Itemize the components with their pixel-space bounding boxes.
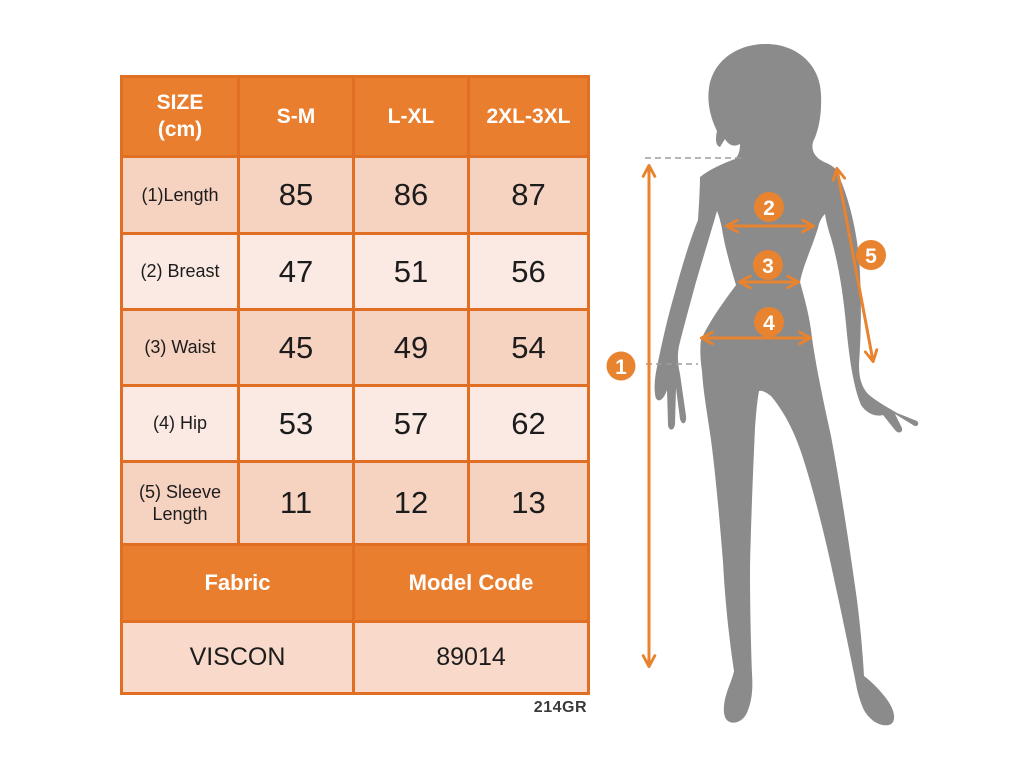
marker-5: 5	[856, 240, 886, 270]
row-label-hip: (4) Hip	[120, 384, 240, 463]
cell-breast-2xl-3xl: 56	[467, 232, 590, 311]
table-row-hip: (4) Hip 53 57 62	[120, 384, 590, 463]
sleeve-arrow	[831, 166, 879, 364]
marker-5-label: 5	[865, 245, 877, 268]
cell-waist-2xl-3xl: 54	[467, 308, 590, 387]
column-header-2xl-3xl: 2XL-3XL	[467, 75, 590, 158]
cell-hip-l-xl: 57	[352, 384, 470, 463]
cell-length-l-xl: 86	[352, 155, 470, 235]
marker-3: 3	[753, 250, 783, 280]
model-code-value: 89014	[352, 620, 590, 695]
cell-sleeve-2xl-3xl: 13	[467, 460, 590, 546]
row-label-breast: (2) Breast	[120, 232, 240, 311]
table-header-row: SIZE (cm) S-M L-XL 2XL-3XL	[120, 75, 590, 158]
model-code-header: Model Code	[352, 543, 590, 623]
column-header-l-xl: L-XL	[352, 75, 470, 158]
marker-2-circle	[754, 192, 784, 222]
row-label-sleeve-length: (5) Sleeve Length	[120, 460, 240, 546]
table-row-sleeve-length: (5) Sleeve Length 11 12 13	[120, 460, 590, 546]
cell-waist-l-xl: 49	[352, 308, 470, 387]
cell-hip-2xl-3xl: 62	[467, 384, 590, 463]
cell-hip-s-m: 53	[237, 384, 355, 463]
cell-waist-s-m: 45	[237, 308, 355, 387]
size-table: SIZE (cm) S-M L-XL 2XL-3XL (1)Length 85 …	[120, 75, 590, 695]
marker-4: 4	[754, 307, 784, 337]
marker-3-circle	[753, 250, 783, 280]
cell-length-2xl-3xl: 87	[467, 155, 590, 235]
cell-length-s-m: 85	[237, 155, 355, 235]
marker-4-label: 4	[763, 312, 775, 335]
row-label-waist: (3) Waist	[120, 308, 240, 387]
column-header-s-m: S-M	[237, 75, 355, 158]
fabric-value: VISCON	[120, 620, 355, 695]
fabric-header: Fabric	[120, 543, 355, 623]
marker-2-label: 2	[763, 197, 775, 220]
size-unit-header: SIZE (cm)	[120, 75, 240, 158]
table-row-breast: (2) Breast 47 51 56	[120, 232, 590, 311]
table-row-length: (1)Length 85 86 87	[120, 155, 590, 235]
cell-sleeve-l-xl: 12	[352, 460, 470, 546]
marker-1: 1	[606, 351, 636, 381]
woman-silhouette	[654, 44, 919, 726]
cell-breast-l-xl: 51	[352, 232, 470, 311]
table-footer-header-row: Fabric Model Code	[120, 543, 590, 623]
row-label-length: (1)Length	[120, 155, 240, 235]
measurement-figure: 1 2 3 4 5	[600, 0, 1024, 757]
cell-breast-s-m: 47	[237, 232, 355, 311]
cell-sleeve-s-m: 11	[237, 460, 355, 546]
marker-1-circle	[606, 351, 636, 381]
marker-5-circle	[856, 240, 886, 270]
marker-2: 2	[754, 192, 784, 222]
figure-svg: 1 2 3 4 5	[606, 44, 919, 726]
weight-note: 214GR	[533, 699, 587, 716]
marker-1-label: 1	[615, 356, 627, 379]
marker-3-label: 3	[762, 255, 774, 278]
table-row-waist: (3) Waist 45 49 54	[120, 308, 590, 387]
table-footer-values-row: VISCON 89014	[120, 620, 590, 695]
marker-4-circle	[754, 307, 784, 337]
